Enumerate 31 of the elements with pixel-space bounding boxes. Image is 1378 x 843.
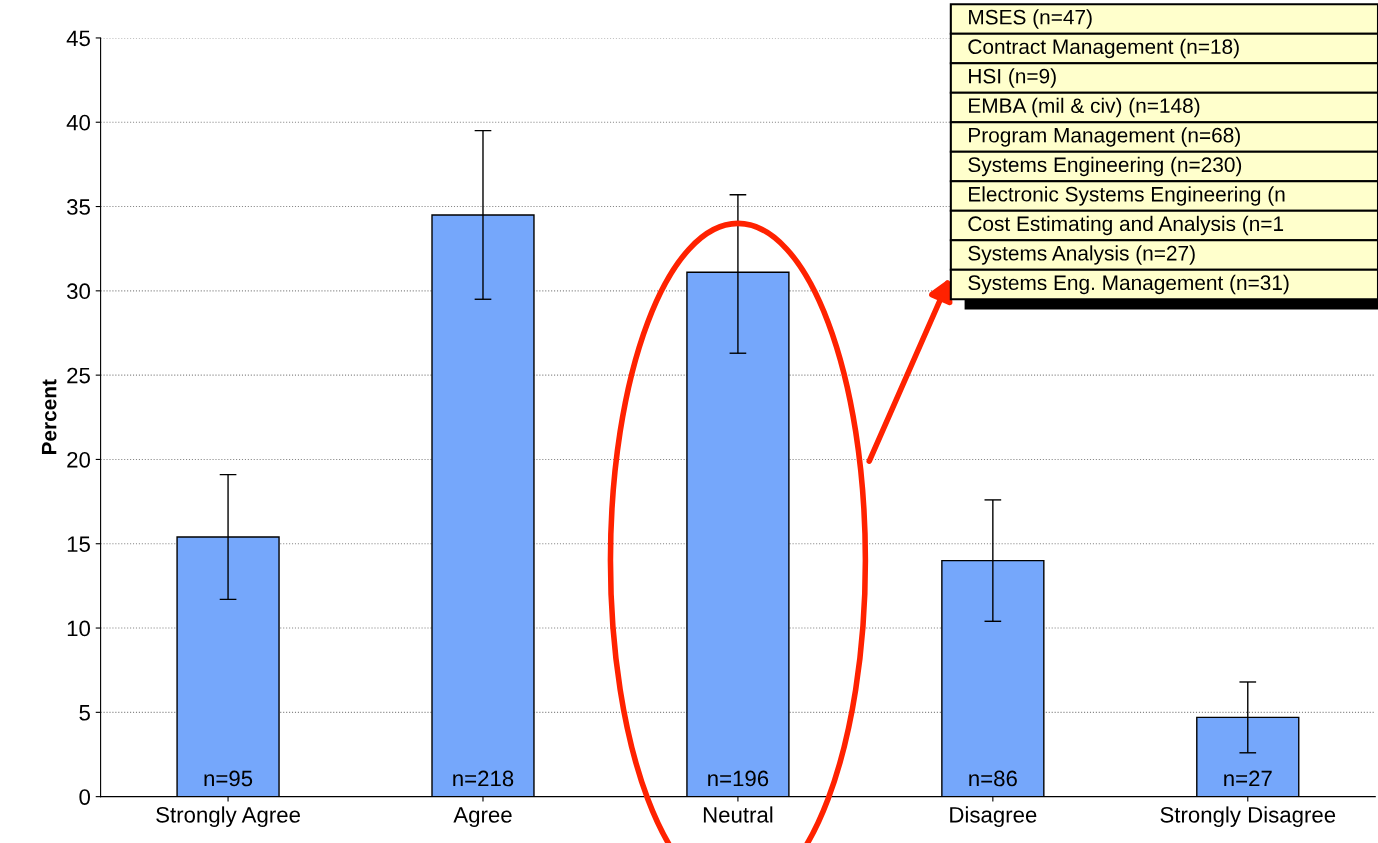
y-tick-label: 0	[79, 789, 90, 805]
x-tick-label: Agree	[453, 807, 512, 828]
y-tick-label: 30	[67, 283, 91, 300]
annotation: n=27	[1224, 770, 1272, 787]
annotation: n=86	[969, 770, 1017, 787]
text: MSES (n=47)	[969, 9, 1092, 29]
y-tick-label: 40	[66, 114, 91, 131]
annotation: Electronic Systems Engineering (n	[969, 186, 1285, 206]
y-tick-label: 5	[79, 705, 90, 721]
y-tick-label: 15	[67, 536, 90, 553]
annotation: n=218	[453, 770, 514, 787]
annotation: n=196	[708, 770, 769, 787]
annotation: Systems Engineering (n=230)	[968, 156, 1242, 177]
y-tick-label: 25	[67, 367, 90, 384]
annotation: Systems Eng. Management (n=31)	[968, 274, 1289, 295]
y-axis-title: Percent	[41, 379, 57, 455]
x-tick-label: Neutral	[703, 806, 773, 823]
annotation: Cost Estimating and Analysis (n=1	[968, 215, 1284, 236]
y-tick-label: 45	[66, 30, 90, 47]
annotation: Contract Management (n=18)	[968, 38, 1239, 59]
annotation: Systems Analysis (n=27)	[968, 245, 1195, 265]
annotation: EMBA (mil & civ) (n=148)	[969, 97, 1200, 118]
y-tick-label: 20	[67, 451, 91, 468]
x-tick-label: Strongly Disagree	[1160, 806, 1336, 828]
annotation: HSI (n=9)	[969, 68, 1056, 88]
y-tick-label: 10	[67, 620, 91, 637]
annotation: n=95	[204, 770, 253, 787]
annotation: Program Management (n=68)	[969, 127, 1240, 147]
x-tick-label: Disagree	[950, 806, 1037, 828]
x-tick-label: Strongly Agree	[156, 806, 300, 828]
y-tick-label: 35	[67, 199, 90, 215]
